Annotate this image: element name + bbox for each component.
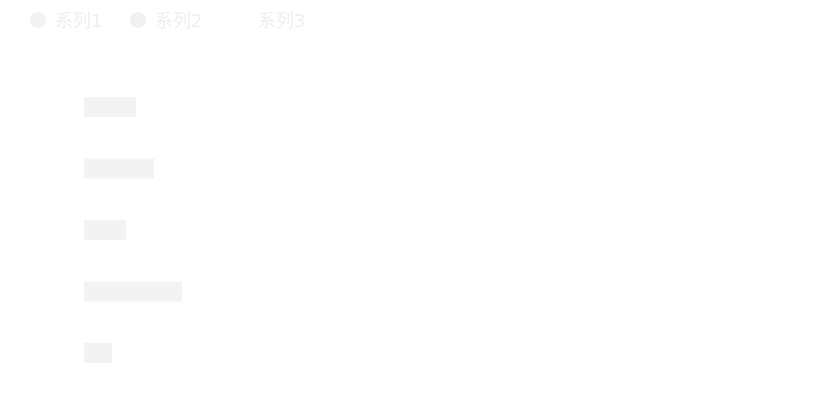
bar-series-1-2[interactable] xyxy=(84,158,154,179)
legend-label-series-3: 系列3 xyxy=(258,11,306,32)
legend-item-series-3[interactable]: 系列3 xyxy=(233,8,305,32)
bars-group xyxy=(84,97,182,363)
legend-marker-series-3 xyxy=(233,12,249,28)
legend-label-series-1: 系列1 xyxy=(55,11,103,32)
legend-marker-series-1 xyxy=(30,12,46,28)
bar-series-1-4[interactable] xyxy=(84,281,182,302)
legend-item-series-1[interactable]: 系列1 xyxy=(30,8,102,32)
legend-marker-series-2 xyxy=(130,12,146,28)
chart-legend: 系列1 系列2 系列3 xyxy=(0,0,834,40)
bar-series-1-3[interactable] xyxy=(84,220,126,240)
legend-label-series-2: 系列2 xyxy=(155,11,203,32)
bar-series-1-1[interactable] xyxy=(84,97,136,117)
bar-series-1-5[interactable] xyxy=(84,343,112,363)
legend-item-series-2[interactable]: 系列2 xyxy=(130,8,202,32)
